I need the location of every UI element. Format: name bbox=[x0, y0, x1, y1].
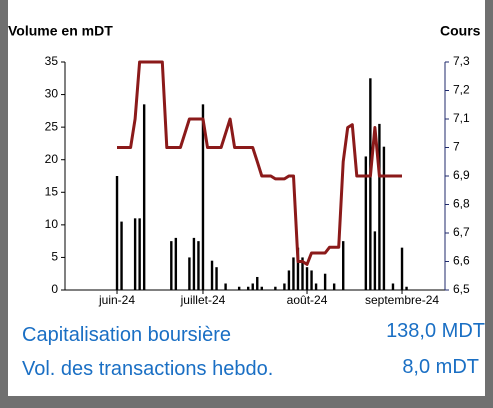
bar bbox=[274, 286, 277, 290]
bar bbox=[174, 237, 178, 290]
y2-tick-label: 7 bbox=[453, 140, 460, 154]
card: Volume en mDT Cours 0 5 10 15 20 25 30 35 6,5 6,6… bbox=[8, 0, 485, 396]
y-tick-label: 0 bbox=[51, 282, 58, 296]
bar bbox=[391, 283, 395, 290]
bar bbox=[256, 276, 259, 290]
y-tick-label: 35 bbox=[45, 54, 59, 68]
y2-tick-label: 7,2 bbox=[453, 83, 470, 97]
y2-tick-label: 6,8 bbox=[453, 197, 470, 211]
bar bbox=[369, 78, 372, 291]
bar bbox=[215, 267, 218, 290]
bar bbox=[142, 104, 146, 290]
bar bbox=[120, 221, 123, 290]
y-tick-label: 15 bbox=[45, 184, 59, 198]
bar bbox=[287, 270, 291, 290]
bar bbox=[292, 257, 295, 290]
bar bbox=[373, 231, 377, 290]
y2-tick-label: 7,1 bbox=[453, 111, 470, 125]
bar bbox=[115, 176, 119, 290]
bar bbox=[332, 283, 336, 290]
bar bbox=[301, 257, 304, 290]
y2-tick-label: 7,3 bbox=[453, 54, 470, 68]
bar bbox=[197, 241, 200, 290]
bar bbox=[364, 156, 368, 290]
bar bbox=[210, 260, 214, 290]
bar bbox=[260, 286, 263, 290]
bar bbox=[400, 247, 404, 290]
y-tick-label: 20 bbox=[45, 152, 59, 166]
y-tick-label: 5 bbox=[51, 250, 58, 264]
chart: Volume en mDT Cours 0 5 10 15 20 25 30 35 6,5 6,6… bbox=[8, 23, 481, 307]
stat-label: Capitalisation boursière bbox=[22, 324, 232, 346]
bar bbox=[323, 273, 327, 290]
bar bbox=[138, 218, 141, 290]
x-tick-label: septembre-24 bbox=[365, 293, 439, 307]
stat-value: 138,0 MDT bbox=[386, 320, 485, 342]
stat-label: Vol. des transactions hebdo. bbox=[22, 358, 274, 380]
y-axis-title: Volume en mDT bbox=[8, 23, 113, 39]
y2-tick-label: 6,9 bbox=[453, 168, 470, 182]
stat-value: 8,0 mDT bbox=[402, 356, 479, 378]
y2-tick-label: 6,6 bbox=[453, 254, 470, 268]
bar bbox=[378, 123, 381, 290]
x-tick-label: août-24 bbox=[287, 293, 328, 307]
bar bbox=[170, 241, 173, 290]
y2-axis-title: Cours bbox=[440, 23, 481, 39]
bar bbox=[342, 241, 345, 290]
bar bbox=[382, 146, 386, 290]
y-tick-label: 10 bbox=[45, 217, 59, 231]
bar bbox=[192, 237, 196, 290]
y2-tick-label: 6,5 bbox=[453, 282, 470, 296]
y2-tick-label: 6,7 bbox=[453, 225, 470, 239]
bar bbox=[201, 104, 205, 290]
bar bbox=[296, 247, 300, 290]
bar bbox=[247, 286, 250, 290]
bar bbox=[314, 283, 318, 290]
x-tick-label: juillet-24 bbox=[180, 293, 226, 307]
x-tick-label: juin-24 bbox=[98, 293, 135, 307]
bar bbox=[237, 286, 241, 290]
bar bbox=[283, 283, 286, 290]
y-tick-label: 30 bbox=[45, 87, 59, 101]
bar bbox=[133, 218, 137, 290]
bar bbox=[310, 270, 313, 290]
price-line bbox=[117, 60, 402, 266]
bar bbox=[405, 286, 408, 290]
bar bbox=[305, 267, 309, 290]
bar bbox=[251, 283, 254, 290]
bar bbox=[224, 283, 227, 290]
bar bbox=[188, 257, 191, 290]
y-tick-label: 25 bbox=[45, 119, 59, 133]
